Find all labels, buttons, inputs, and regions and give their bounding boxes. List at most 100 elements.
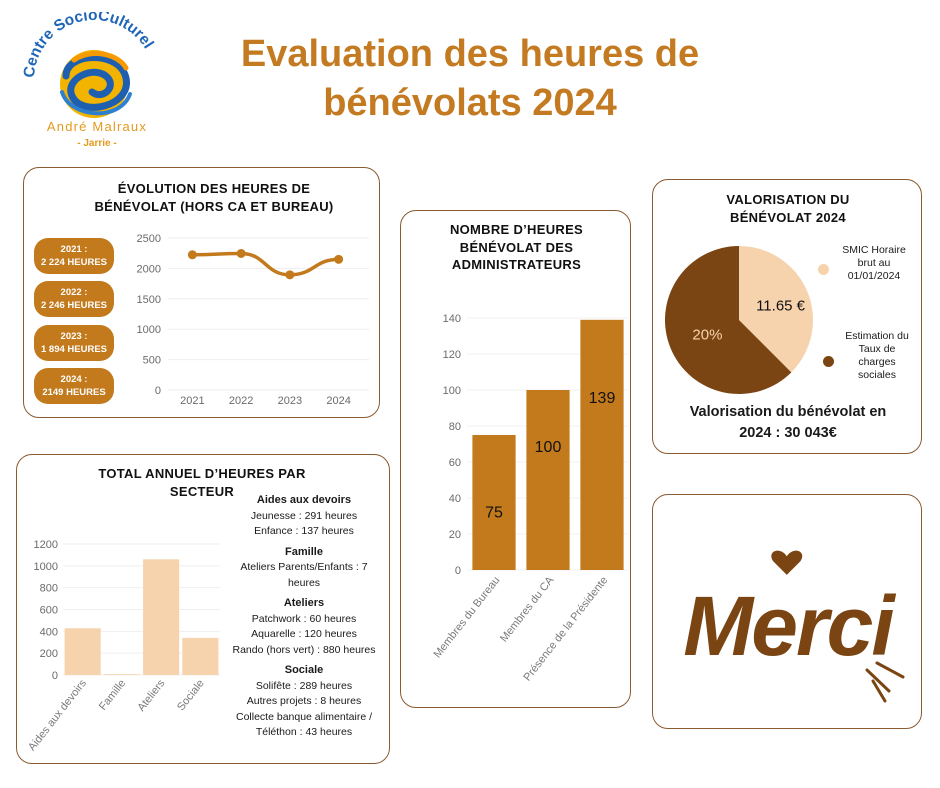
pill-year: 2021 : bbox=[60, 244, 88, 255]
valorisation-total: Valorisation du bénévolat en 2024 : 30 0… bbox=[663, 402, 913, 444]
valorisation-title-line1: VALORISATION DU bbox=[726, 192, 850, 207]
page-title-line2: bénévolats 2024 bbox=[323, 82, 617, 125]
valorisation-card: VALORISATION DU BÉNÉVOLAT 2024 11.65 € 20… bbox=[652, 179, 922, 454]
sector-group-head: Aides aux devoirs bbox=[256, 494, 352, 506]
bar bbox=[64, 628, 101, 675]
y-tick-label: 0 bbox=[52, 670, 58, 682]
admin-card: NOMBRE D’HEURES BÉNÉVOLAT DES ADMINISTRA… bbox=[400, 210, 631, 708]
sector-title: TOTAL ANNUEL D’HEURES PAR SECTEUR bbox=[67, 465, 337, 500]
sector-group-line: Jeunesse : 291 heures bbox=[250, 509, 358, 522]
sector-title-line1: TOTAL ANNUEL D’HEURES PAR bbox=[98, 466, 306, 481]
x-tick-label: 2022 bbox=[229, 395, 253, 407]
x-tick-label: 2021 bbox=[180, 395, 204, 407]
data-point bbox=[236, 248, 246, 258]
logo-place: - Jarrie - bbox=[77, 138, 116, 149]
bar bbox=[472, 435, 516, 570]
legend-charges-line1: Estimation du bbox=[845, 330, 909, 342]
y-tick-label: 40 bbox=[449, 493, 461, 505]
logo-name: André Malraux bbox=[47, 119, 147, 134]
pill-2021: 2021 : 2 224 HEURES bbox=[34, 238, 114, 274]
evolution-card: ÉVOLUTION DES HEURES DE BÉNÉVOLAT (HORS … bbox=[23, 167, 380, 418]
y-tick-label: 2500 bbox=[137, 233, 161, 245]
sector-group: Sociale Solifête : 289 heures Autres proje… bbox=[219, 663, 389, 741]
merci-illustration: Merci bbox=[683, 550, 905, 703]
sector-group-head: Famille bbox=[285, 545, 323, 558]
admin-title-line3: ADMINISTRATEURS bbox=[451, 257, 582, 273]
y-tick-label: 1200 bbox=[34, 539, 58, 551]
y-tick-label: 800 bbox=[40, 583, 58, 595]
sparkle-lines-icon bbox=[865, 661, 905, 703]
sector-group: Aides aux devoirs Jeunesse : 291 heures En… bbox=[219, 493, 389, 540]
legend-dot-smic bbox=[818, 264, 829, 275]
data-label: 139 bbox=[589, 390, 616, 407]
valorisation-pie-chart: 11.65 € 20% bbox=[665, 246, 813, 394]
sector-group-line: Enfance : 137 heures bbox=[254, 525, 354, 537]
bar bbox=[103, 674, 140, 675]
series-line bbox=[190, 251, 341, 277]
legend-smic: SMIC Horaire brut au 01/01/2024 bbox=[829, 244, 919, 283]
sector-group-line: Rando (hors vert) : 880 heures bbox=[232, 643, 376, 656]
bar bbox=[143, 559, 180, 675]
sector-group-head: Sociale bbox=[284, 664, 324, 676]
pill-hours: 1 894 HEURES bbox=[40, 344, 107, 355]
bar bbox=[526, 390, 570, 570]
sector-group-line: Téléthon : 43 heures bbox=[255, 726, 353, 738]
y-tick-label: 120 bbox=[443, 349, 461, 361]
valorisation-total-line1: Valorisation du bénévolat en bbox=[689, 404, 887, 420]
x-tick-label: 2024 bbox=[326, 395, 350, 407]
admin-bar-chart: 0 20 40 60 80 100 120 140 75 Membres du Bureau 100… bbox=[432, 313, 629, 684]
sector-group: Famille Ateliers Parents/Enfants : 7 heure… bbox=[219, 545, 389, 592]
data-point bbox=[187, 250, 197, 260]
legend-smic-line2: brut au bbox=[857, 257, 891, 269]
sector-group-line: Ateliers Parents/Enfants : 7 bbox=[240, 561, 368, 573]
evolution-title-line1: ÉVOLUTION DES HEURES DE bbox=[117, 181, 311, 196]
y-tick-label: 2000 bbox=[137, 263, 161, 275]
y-tick-label: 80 bbox=[449, 421, 461, 433]
pill-year: 2023 : bbox=[60, 331, 88, 342]
sector-group-head: Ateliers bbox=[283, 597, 325, 609]
pill-hours: 2149 HEURES bbox=[42, 387, 106, 398]
sector-group-line: Patchwork : 60 heures bbox=[251, 612, 357, 625]
admin-title-line1: NOMBRE D’HEURES bbox=[449, 222, 584, 237]
x-tick-label: 2023 bbox=[278, 395, 302, 407]
y-tick-label: 0 bbox=[455, 565, 461, 577]
y-tick-label: 1500 bbox=[137, 294, 161, 306]
pill-hours: 2 224 HEURES bbox=[40, 257, 107, 268]
logo-swirl: Centre SocioCulturel André Malraux - Jar… bbox=[21, 7, 157, 149]
pie-slice-label: 11.65 € bbox=[756, 297, 806, 314]
page-title-line1: Evaluation des heures de bbox=[240, 33, 700, 75]
y-tick-label: 400 bbox=[40, 626, 58, 638]
evolution-title-line2: BÉNÉVOLAT (HORS CA ET BUREAU) bbox=[94, 198, 334, 214]
pill-year: 2024 : bbox=[60, 374, 88, 385]
y-tick-label: 600 bbox=[40, 605, 58, 617]
x-tick-label: Aides aux devoirs bbox=[26, 677, 89, 753]
evolution-line-chart: 0 500 1000 1500 2000 2500 2021 2022 2023 2024 bbox=[137, 233, 369, 407]
sector-group-line: Autres projets : 8 heures bbox=[246, 695, 362, 707]
sector-group-line: Solifête : 289 heures bbox=[255, 679, 353, 692]
y-tick-label: 200 bbox=[40, 648, 58, 660]
pill-2024: 2024 : 2149 HEURES bbox=[34, 368, 114, 404]
admin-title: NOMBRE D’HEURES BÉNÉVOLAT DES ADMINISTRA… bbox=[411, 221, 622, 274]
sector-group-line: heures bbox=[287, 576, 321, 589]
pill-2023: 2023 : 1 894 HEURES bbox=[34, 325, 114, 361]
y-tick-label: 140 bbox=[443, 313, 461, 325]
x-tick-label: Ateliers bbox=[135, 677, 167, 714]
x-tick-label: Membres du Bureau bbox=[432, 574, 503, 660]
data-point bbox=[334, 254, 344, 264]
pie-slice bbox=[739, 246, 813, 373]
legend-charges-line2: Taux de bbox=[858, 343, 896, 355]
pill-year: 2022 : bbox=[60, 287, 88, 298]
sector-group-line: Collecte banque alimentaire / bbox=[236, 710, 372, 723]
x-tick-label: Membres du CA bbox=[498, 574, 557, 645]
y-tick-label: 60 bbox=[449, 457, 461, 469]
y-tick-label: 1000 bbox=[34, 561, 58, 573]
pie-slice-label: 20% bbox=[692, 327, 722, 344]
legend-dot-charges bbox=[823, 356, 834, 367]
merci-card: Merci bbox=[652, 494, 922, 729]
y-tick-label: 20 bbox=[449, 529, 461, 541]
logo: Centre SocioCulturel André Malraux - Jar… bbox=[21, 7, 172, 152]
sector-card: TOTAL ANNUEL D’HEURES PAR SECTEUR 0 200 40… bbox=[16, 454, 390, 764]
data-point bbox=[285, 270, 295, 280]
bar bbox=[580, 319, 624, 570]
valorisation-total-line2: 2024 : 30 043€ bbox=[739, 425, 837, 441]
